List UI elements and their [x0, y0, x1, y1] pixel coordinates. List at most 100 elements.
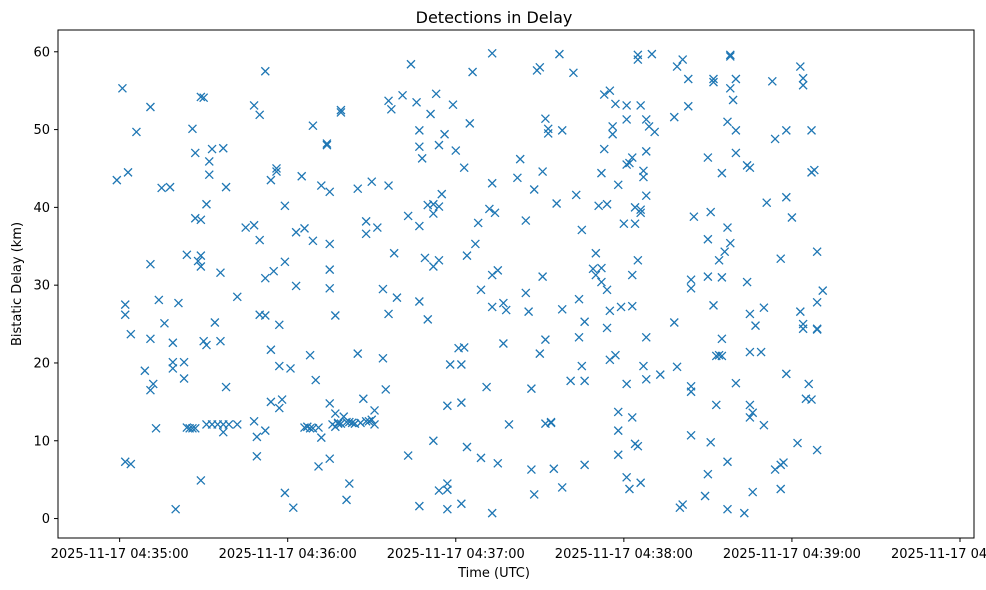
data-point [591, 248, 601, 258]
data-point [456, 360, 466, 369]
data-point [703, 272, 713, 282]
data-point [605, 306, 615, 316]
data-point [641, 332, 651, 342]
y-axis-ticks: 0 10 20 30 40 50 60 [33, 45, 58, 527]
data-point [274, 403, 284, 413]
data-point [678, 55, 688, 65]
data-point [280, 201, 290, 211]
data-point [745, 309, 755, 319]
data-point [638, 166, 648, 176]
data-point [613, 426, 623, 436]
data-point [487, 48, 497, 58]
data-point [714, 350, 724, 360]
data-point [627, 153, 637, 163]
data-point [442, 485, 452, 495]
data-point [798, 73, 808, 83]
data-point [605, 86, 615, 96]
data-point [610, 99, 620, 109]
data-point [384, 309, 394, 319]
data-point [574, 294, 584, 304]
data-point [689, 212, 699, 222]
data-point [280, 257, 290, 267]
data-point [636, 101, 646, 110]
data-point [619, 219, 629, 229]
data-point [196, 262, 206, 271]
data-point [266, 175, 276, 185]
data-point [445, 360, 455, 369]
data-point [501, 305, 511, 315]
data-point [274, 361, 284, 371]
data-point [795, 307, 805, 317]
data-point [641, 146, 651, 156]
data-point [325, 454, 335, 464]
data-point [745, 400, 755, 410]
data-point [336, 108, 346, 117]
data-point [274, 320, 284, 330]
data-point [364, 416, 374, 426]
data-point [358, 394, 368, 404]
data-point [151, 423, 161, 433]
data-point [725, 83, 735, 93]
data-point [577, 361, 587, 371]
data-point [787, 213, 797, 222]
data-point [624, 158, 634, 168]
data-point [504, 419, 514, 429]
data-point [498, 298, 508, 308]
data-point [703, 469, 713, 479]
data-point [762, 198, 772, 208]
data-point [428, 199, 438, 209]
data-point [529, 185, 539, 194]
data-point [398, 90, 408, 100]
data-point [624, 484, 634, 494]
data-point [224, 419, 234, 429]
data-point [540, 114, 550, 124]
data-point [641, 115, 651, 124]
data-point [812, 445, 822, 455]
data-point [490, 208, 500, 218]
data-point [535, 349, 545, 359]
data-point [636, 208, 646, 218]
data-point [431, 89, 441, 99]
data-point [781, 125, 791, 135]
data-point [745, 412, 755, 422]
y-tick-label: 20 [33, 356, 50, 371]
data-point [117, 83, 127, 93]
data-point [731, 148, 741, 158]
data-point [112, 175, 122, 185]
data-point [325, 283, 335, 293]
data-point [361, 229, 371, 239]
data-point [367, 177, 377, 187]
data-point [725, 238, 735, 248]
data-point [627, 301, 637, 311]
data-point [717, 334, 727, 344]
data-point [260, 66, 270, 76]
data-point [202, 199, 211, 209]
data-point [473, 218, 483, 228]
data-point [202, 340, 211, 350]
data-point [216, 336, 225, 346]
data-point [414, 125, 424, 135]
data-point [437, 189, 447, 199]
data-point [190, 213, 200, 223]
data-point [255, 235, 265, 245]
data-point [249, 101, 259, 110]
x-axis-label: Time (UTC) [457, 566, 530, 581]
data-point [543, 129, 553, 138]
data-point [221, 182, 231, 192]
y-tick-label: 30 [33, 279, 50, 294]
data-point [305, 423, 315, 433]
data-point [434, 486, 444, 496]
data-point [818, 286, 828, 296]
data-point [807, 395, 816, 404]
data-point [322, 139, 332, 149]
data-point [742, 277, 752, 287]
data-point [521, 288, 531, 298]
data-point [748, 408, 758, 418]
data-point [386, 104, 396, 114]
data-point [252, 451, 262, 461]
data-point [187, 423, 197, 433]
data-point [686, 381, 696, 391]
data-point [414, 221, 424, 231]
data-point [221, 382, 231, 392]
data-point [316, 181, 326, 191]
